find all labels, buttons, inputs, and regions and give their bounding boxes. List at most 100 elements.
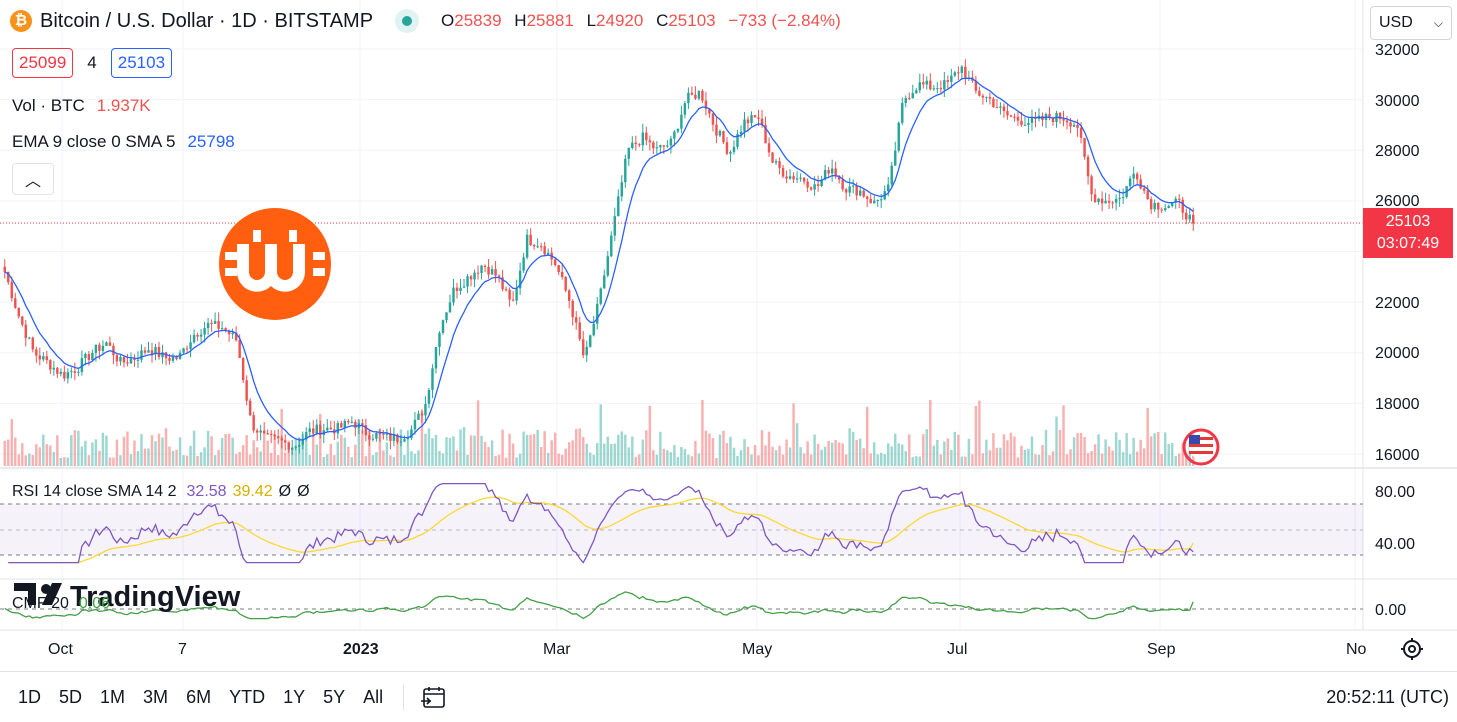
volume-bar [312, 433, 315, 466]
range-1d-button[interactable]: 1D [18, 686, 42, 707]
candle-body [666, 145, 669, 147]
volume-bar [564, 448, 567, 466]
candle-body [410, 429, 413, 439]
market-status-icon[interactable] [395, 9, 420, 33]
utc-clock[interactable]: 20:52:11 (UTC) [1326, 686, 1449, 707]
last-price-value: 25103 [1385, 213, 1431, 230]
volume-bar [631, 436, 634, 466]
volume-bar [490, 440, 494, 466]
time-tick: Sep [1147, 641, 1176, 658]
candle-body [115, 355, 119, 362]
volume-legend[interactable]: Vol · BTC 1.937K [12, 96, 151, 116]
candle-body [750, 115, 753, 124]
volume-bar [38, 447, 42, 466]
candle-body [350, 421, 354, 423]
candle-body [283, 440, 287, 443]
sell-price-button[interactable]: 25099 [12, 48, 74, 78]
volume-bar [196, 456, 199, 466]
candle-body [305, 432, 308, 440]
candle-body [431, 368, 434, 390]
volume-bar [887, 443, 890, 466]
candle-body [830, 168, 834, 174]
candle-body [206, 322, 210, 329]
price-axis[interactable]: 32000 30000 28000 26000 22000 20000 1800… [1375, 42, 1420, 619]
volume-bar [841, 443, 844, 466]
range-5d-button[interactable]: 5D [59, 686, 83, 707]
time-axis[interactable]: Oct 7 2023 Mar May Jul Sep No [48, 641, 1367, 658]
ohlc-values: O25839 H25881 L24920 C25103 −733 (−2.84%… [441, 11, 841, 31]
rsi-legend[interactable]: RSI 14 close SMA 14 2 32.58 39.42 Ø Ø [12, 483, 310, 501]
candle-body [84, 354, 87, 359]
range-all-button[interactable]: All [363, 686, 384, 707]
volume-bar [750, 454, 753, 466]
spread-value: 4 [87, 53, 97, 72]
us-flag-icon[interactable] [1182, 428, 1220, 466]
volume-bar [364, 456, 368, 466]
range-6m-button[interactable]: 6M [186, 686, 212, 707]
candle-body [161, 352, 164, 358]
volume-bar [1177, 453, 1181, 466]
volume-bar [119, 455, 122, 466]
candle-body [820, 179, 823, 187]
volume-bar [774, 450, 778, 466]
range-3m-button[interactable]: 3M [143, 686, 169, 707]
volume-bar [1072, 437, 1076, 466]
currency-select[interactable]: USD ⌵ [1370, 6, 1452, 40]
chart-settings-gear-icon[interactable] [1401, 638, 1423, 660]
volume-bar [795, 423, 799, 466]
volume-bar [830, 442, 834, 466]
volume-bar [52, 451, 56, 466]
volume-bar [722, 430, 725, 466]
candle-body [259, 430, 262, 433]
volume-bar [578, 428, 581, 466]
range-1m-button[interactable]: 1M [100, 686, 126, 707]
volume-bar [788, 447, 792, 466]
volume-bar [168, 446, 171, 466]
candle-body [203, 328, 206, 335]
candle-body [494, 269, 497, 276]
symbol-title[interactable]: Bitcoin / U.S. Dollar · 1D · BITSTAMP [40, 9, 374, 32]
volume-bar [894, 433, 897, 466]
volume-bar [543, 431, 546, 466]
volume-bar [420, 410, 424, 466]
range-5y-button[interactable]: 5Y [323, 686, 346, 707]
volume-bar [1044, 429, 1048, 466]
candle-body [511, 299, 515, 301]
volume-bar [957, 434, 960, 466]
volume-bar [1181, 443, 1184, 466]
candle-body [571, 300, 574, 318]
candle-body [995, 107, 999, 109]
candle-body [774, 161, 778, 163]
volume-bar [1083, 436, 1086, 466]
volume-bar [70, 435, 73, 466]
buy-price-button[interactable]: 25103 [110, 48, 173, 78]
go-to-date-calendar-icon[interactable] [420, 685, 446, 709]
candle-body [771, 152, 774, 163]
cmf-legend[interactable]: CMF 20 0.06 [12, 595, 110, 613]
volume-bar [589, 452, 592, 466]
volume-bar [627, 447, 631, 466]
volume-bar [560, 454, 564, 466]
volume-bar [382, 450, 385, 466]
candle-body [101, 345, 105, 351]
collapse-legend-button[interactable]: ︿ [12, 163, 54, 195]
volume-bar [851, 431, 855, 466]
volume-bar [445, 437, 448, 466]
candle-body [77, 371, 80, 373]
range-1y-button[interactable]: 1Y [283, 686, 306, 707]
candle-body [157, 346, 161, 358]
candle-body [66, 372, 70, 379]
volume-bar [806, 441, 809, 466]
candle-body [385, 432, 389, 435]
ema-legend[interactable]: EMA 9 close 0 SMA 5 25798 [12, 132, 235, 152]
volume-bar [1097, 434, 1100, 466]
range-ytd-button[interactable]: YTD [229, 686, 266, 707]
candle-body [1020, 120, 1023, 125]
volume-bar [1016, 457, 1020, 466]
volume-bar [3, 440, 6, 466]
candle-body [56, 367, 59, 374]
volume-bar [1093, 444, 1097, 466]
candle-body [308, 428, 311, 433]
candle-body [406, 438, 410, 440]
